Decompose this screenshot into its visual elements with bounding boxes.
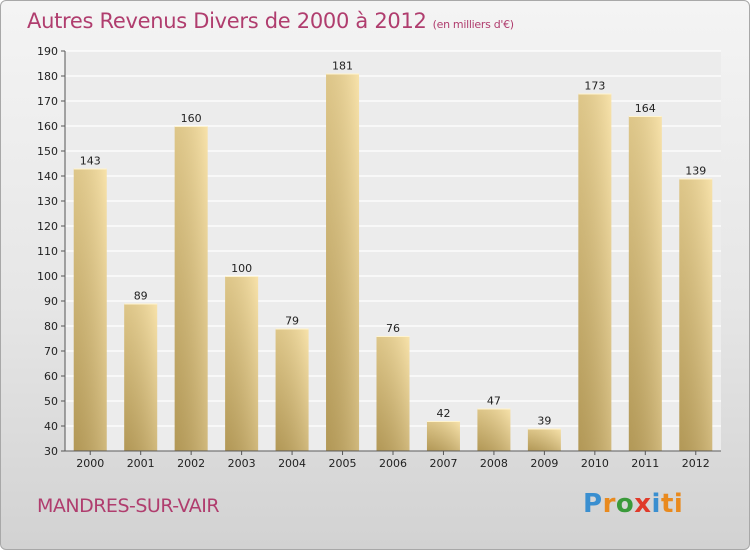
y-tick-label: 110 bbox=[37, 245, 58, 258]
y-tick-label: 60 bbox=[44, 370, 58, 383]
y-tick-label: 140 bbox=[37, 170, 58, 183]
y-tick-label: 170 bbox=[37, 95, 58, 108]
x-axis: 2000 2001 2002 2003 2004 2005 2006 2007 2008 2009… bbox=[76, 451, 710, 470]
x-tick-label: 2003 bbox=[228, 457, 256, 470]
logo-letter: r bbox=[602, 489, 616, 519]
proxiti-logo: Proxiti bbox=[583, 489, 683, 519]
x-tick-label: 2007 bbox=[429, 457, 457, 470]
bar-shade bbox=[477, 408, 511, 451]
y-tick-label: 130 bbox=[37, 195, 58, 208]
bar-shade bbox=[578, 93, 612, 451]
city-name: MANDRES-SUR-VAIR bbox=[37, 495, 220, 517]
bar-shade bbox=[527, 428, 561, 451]
chart-title: Autres Revenus Divers de 2000 à 2012 (en … bbox=[27, 9, 514, 33]
bar-shade bbox=[73, 168, 107, 451]
y-tick-label: 150 bbox=[37, 145, 58, 158]
y-tick-label: 90 bbox=[44, 295, 58, 308]
bar-shade bbox=[426, 421, 460, 451]
data-label: 173 bbox=[584, 80, 605, 93]
data-label: 160 bbox=[181, 112, 202, 125]
y-tick-label: 120 bbox=[37, 220, 58, 233]
y-tick-label: 40 bbox=[44, 420, 58, 433]
chart-title-text: Autres Revenus Divers de 2000 à 2012 bbox=[27, 9, 427, 33]
logo-letter: P bbox=[583, 489, 603, 519]
bar-shade bbox=[376, 336, 410, 451]
chart-subtitle: (en milliers d'€) bbox=[432, 18, 514, 31]
x-tick-label: 2001 bbox=[127, 457, 155, 470]
y-tick-label: 50 bbox=[44, 395, 58, 408]
x-tick-label: 2005 bbox=[329, 457, 357, 470]
data-label: 79 bbox=[285, 315, 299, 328]
logo-letter: ti bbox=[660, 489, 684, 519]
y-tick-label: 30 bbox=[44, 445, 58, 458]
x-tick-label: 2010 bbox=[581, 457, 609, 470]
y-tick-label: 100 bbox=[37, 270, 58, 283]
data-label: 76 bbox=[386, 322, 400, 335]
y-tick-label: 190 bbox=[37, 45, 58, 58]
x-tick-label: 2011 bbox=[631, 457, 659, 470]
data-label: 181 bbox=[332, 60, 353, 73]
x-tick-label: 2008 bbox=[480, 457, 508, 470]
data-label: 143 bbox=[80, 155, 101, 168]
x-tick-label: 2002 bbox=[177, 457, 205, 470]
bar-shade bbox=[326, 73, 360, 451]
logo-letter: o bbox=[615, 489, 635, 519]
bar-shade bbox=[174, 126, 208, 451]
bar-shade bbox=[124, 303, 158, 451]
x-tick-label: 2006 bbox=[379, 457, 407, 470]
logo-letter: i bbox=[651, 489, 661, 519]
logo-letter: x bbox=[634, 489, 652, 519]
data-label: 47 bbox=[487, 395, 501, 408]
bar-shade bbox=[628, 116, 662, 451]
bars: 143 89 160 100 79 181 76 42 47 39 173 164 139 bbox=[73, 60, 713, 451]
y-tick-label: 160 bbox=[37, 120, 58, 133]
data-label: 39 bbox=[537, 415, 551, 428]
data-label: 100 bbox=[231, 262, 252, 275]
data-label: 164 bbox=[635, 102, 656, 115]
y-tick-label: 80 bbox=[44, 320, 58, 333]
data-label: 139 bbox=[685, 165, 706, 178]
x-tick-label: 2012 bbox=[682, 457, 710, 470]
bar-shade bbox=[225, 276, 259, 451]
data-label: 42 bbox=[436, 407, 450, 420]
data-label: 89 bbox=[134, 290, 148, 303]
bar-shade bbox=[679, 178, 713, 451]
bar-shade bbox=[275, 328, 309, 451]
y-tick-label: 180 bbox=[37, 70, 58, 83]
y-axis: 30 40 50 60 70 80 90 100 110 120 130 140 150 160 170 18… bbox=[37, 45, 65, 458]
x-tick-label: 2009 bbox=[530, 457, 558, 470]
x-tick-label: 2004 bbox=[278, 457, 306, 470]
x-tick-label: 2000 bbox=[76, 457, 104, 470]
y-tick-label: 70 bbox=[44, 345, 58, 358]
